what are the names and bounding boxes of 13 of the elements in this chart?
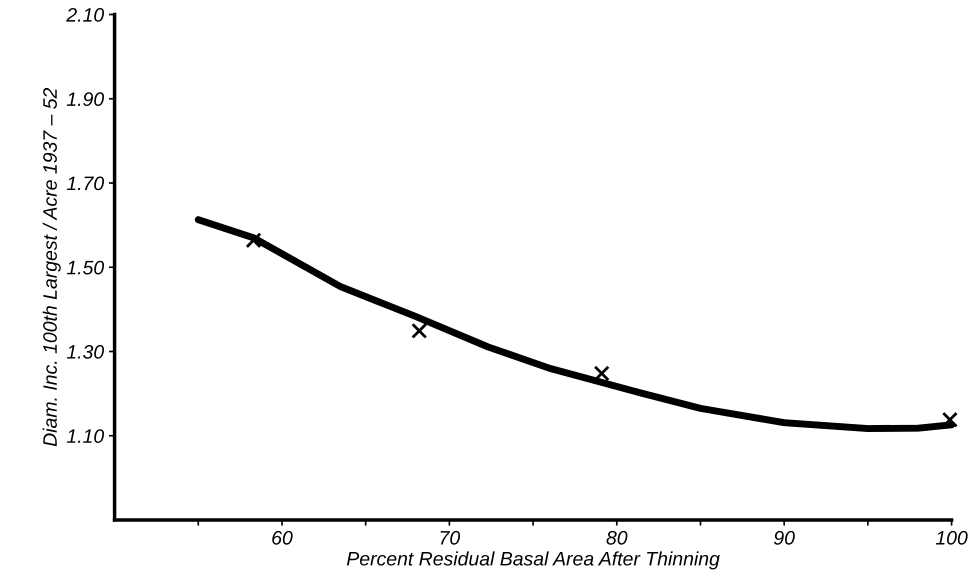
y-tick-label: 1.90	[66, 92, 104, 106]
y-tick-label: 2.10	[66, 8, 104, 22]
x-tick-label: 100	[936, 530, 968, 545]
x-tick-label: 60	[272, 530, 293, 545]
y-tick-label: 1.30	[66, 344, 104, 359]
y-tick-label: 1.10	[66, 429, 104, 443]
x-tick-label: 90	[774, 530, 795, 545]
x-axis-title: Percent Residual Basal Area After Thinning	[346, 551, 720, 570]
y-axis-title: Diam. Inc. 100th Largest / Acre 1937 – 52	[42, 88, 61, 446]
x-tick-label: 70	[440, 530, 460, 545]
x-tick-label: 80	[606, 530, 628, 545]
y-tick-label: 1.70	[66, 176, 104, 190]
y-tick-label: 1.50	[66, 260, 104, 274]
